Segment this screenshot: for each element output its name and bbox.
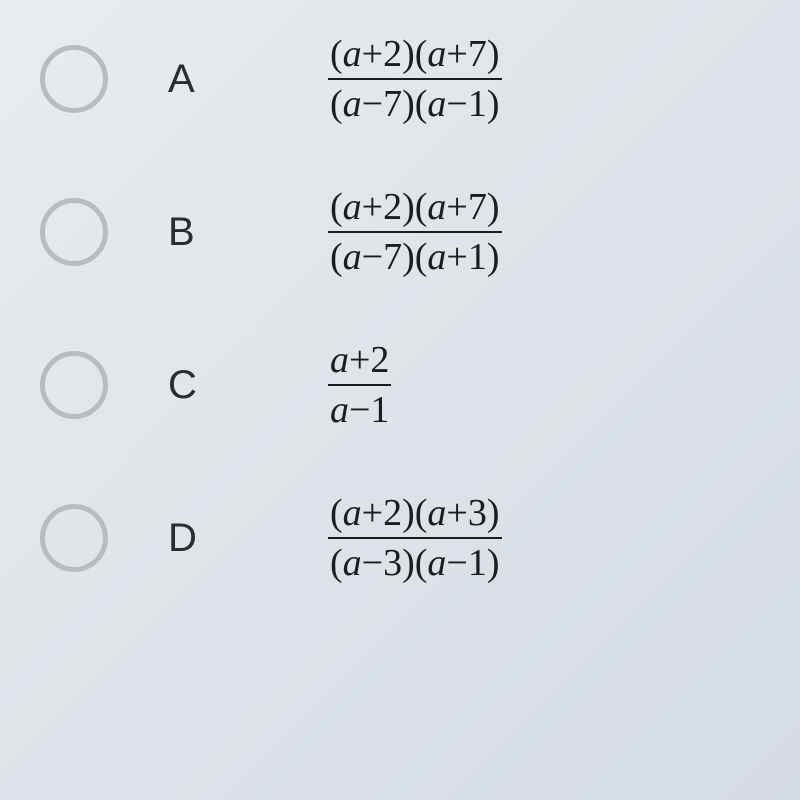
answer-options-container: A (a+2)(a+7) (a−7)(a−1) B (a+2)(a+7) (a−… <box>0 0 800 617</box>
fraction-b: (a+2)(a+7) (a−7)(a+1) <box>328 183 502 281</box>
option-a-expression: (a+2)(a+7) (a−7)(a−1) <box>328 30 502 128</box>
denominator-a: (a−7)(a−1) <box>328 80 502 128</box>
numerator-b: (a+2)(a+7) <box>328 183 502 233</box>
option-d-row[interactable]: D (a+2)(a+3) (a−3)(a−1) <box>40 489 760 587</box>
option-label-c: C <box>168 363 218 408</box>
option-label-b: B <box>168 210 218 255</box>
option-label-a: A <box>168 57 218 102</box>
radio-c[interactable] <box>40 351 108 419</box>
radio-b[interactable] <box>40 198 108 266</box>
option-a-row[interactable]: A (a+2)(a+7) (a−7)(a−1) <box>40 30 760 128</box>
option-c-row[interactable]: C a+2 a−1 <box>40 336 760 434</box>
denominator-b: (a−7)(a+1) <box>328 233 502 281</box>
option-label-d: D <box>168 516 218 561</box>
numerator-c: a+2 <box>328 336 391 386</box>
denominator-d: (a−3)(a−1) <box>328 539 502 587</box>
fraction-d: (a+2)(a+3) (a−3)(a−1) <box>328 489 502 587</box>
option-c-expression: a+2 a−1 <box>328 336 391 434</box>
radio-a[interactable] <box>40 45 108 113</box>
denominator-c: a−1 <box>328 386 391 434</box>
fraction-c: a+2 a−1 <box>328 336 391 434</box>
numerator-d: (a+2)(a+3) <box>328 489 502 539</box>
numerator-a: (a+2)(a+7) <box>328 30 502 80</box>
option-b-expression: (a+2)(a+7) (a−7)(a+1) <box>328 183 502 281</box>
option-d-expression: (a+2)(a+3) (a−3)(a−1) <box>328 489 502 587</box>
option-b-row[interactable]: B (a+2)(a+7) (a−7)(a+1) <box>40 183 760 281</box>
fraction-a: (a+2)(a+7) (a−7)(a−1) <box>328 30 502 128</box>
radio-d[interactable] <box>40 504 108 572</box>
